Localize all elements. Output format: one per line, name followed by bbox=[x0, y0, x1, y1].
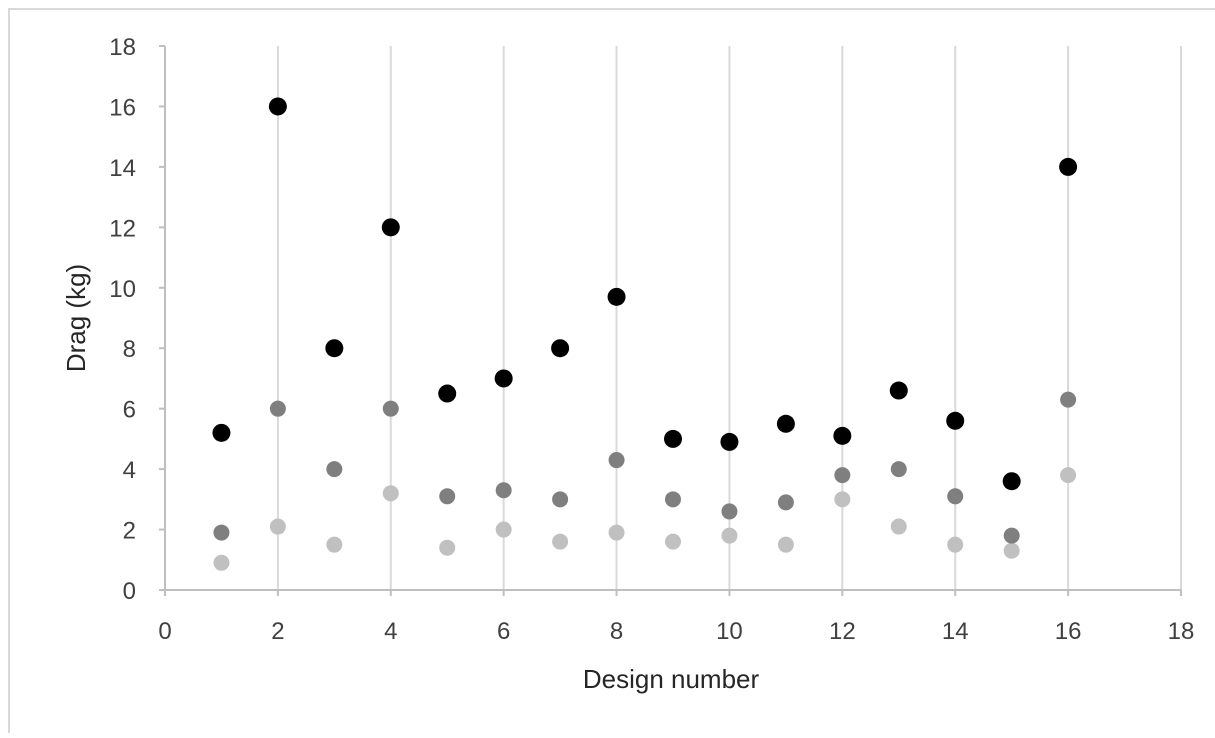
data-point-series-3 bbox=[608, 524, 625, 541]
y-tick-label: 0 bbox=[123, 578, 136, 605]
data-point-series-2 bbox=[326, 461, 343, 478]
y-tick-label: 8 bbox=[123, 336, 136, 363]
data-point-series-3 bbox=[1060, 467, 1077, 484]
y-tick-label: 18 bbox=[109, 34, 136, 61]
x-tick-label: 18 bbox=[1168, 618, 1195, 645]
data-point-series-3 bbox=[269, 518, 286, 535]
data-point-series-2 bbox=[269, 400, 286, 417]
y-tick-label: 10 bbox=[109, 276, 136, 303]
x-tick-label: 0 bbox=[158, 618, 171, 645]
data-point-series-2 bbox=[890, 461, 907, 478]
x-tick-label: 6 bbox=[497, 618, 510, 645]
x-tick-label: 14 bbox=[942, 618, 969, 645]
data-point-series-2 bbox=[1003, 527, 1020, 544]
data-point-series-3 bbox=[890, 518, 907, 535]
data-point-series-3 bbox=[552, 533, 569, 550]
data-point-series-3 bbox=[721, 527, 738, 544]
data-point-series-1 bbox=[607, 287, 626, 306]
data-point-series-1 bbox=[551, 339, 570, 358]
data-point-series-1 bbox=[438, 384, 457, 403]
data-point-series-3 bbox=[213, 554, 230, 571]
y-tick-label: 4 bbox=[123, 457, 136, 484]
data-point-series-3 bbox=[439, 539, 456, 556]
data-point-series-1 bbox=[1002, 472, 1021, 491]
x-tick-label: 2 bbox=[271, 618, 284, 645]
data-point-series-3 bbox=[1003, 542, 1020, 559]
y-tick-label: 16 bbox=[109, 94, 136, 121]
data-point-series-2 bbox=[721, 503, 738, 520]
data-point-series-1 bbox=[268, 97, 287, 116]
x-tick-label: 4 bbox=[384, 618, 397, 645]
data-point-series-2 bbox=[777, 494, 794, 511]
data-point-series-2 bbox=[1060, 391, 1077, 408]
x-axis-ticks: 0 2 4 6 8 10 12 14 16 18 bbox=[158, 590, 1194, 645]
data-point-series-2 bbox=[382, 400, 399, 417]
data-points bbox=[212, 97, 1078, 571]
data-point-series-3 bbox=[495, 521, 512, 538]
y-tick-label: 12 bbox=[109, 215, 136, 242]
data-point-series-1 bbox=[720, 432, 739, 451]
data-point-series-3 bbox=[947, 536, 964, 553]
vertical-gridlines bbox=[276, 46, 1182, 590]
data-point-series-1 bbox=[325, 339, 344, 358]
data-point-series-1 bbox=[776, 414, 795, 433]
x-tick-label: 12 bbox=[829, 618, 856, 645]
data-point-series-3 bbox=[777, 536, 794, 553]
data-point-series-2 bbox=[834, 467, 851, 484]
data-point-series-1 bbox=[212, 423, 231, 442]
data-point-series-1 bbox=[1059, 157, 1078, 176]
data-point-series-2 bbox=[495, 482, 512, 499]
data-point-series-1 bbox=[946, 411, 965, 430]
data-point-series-1 bbox=[381, 218, 400, 237]
data-point-series-2 bbox=[665, 491, 681, 508]
data-point-series-2 bbox=[439, 488, 456, 505]
y-axis-title: Drag (kg) bbox=[61, 264, 91, 372]
data-point-series-3 bbox=[382, 485, 399, 502]
axes bbox=[164, 46, 1181, 591]
y-tick-label: 14 bbox=[109, 155, 136, 182]
data-point-series-3 bbox=[326, 536, 343, 553]
y-tick-label: 6 bbox=[123, 397, 136, 424]
data-point-series-1 bbox=[494, 369, 513, 388]
data-point-series-3 bbox=[665, 533, 681, 550]
data-point-series-1 bbox=[889, 381, 908, 400]
data-point-series-1 bbox=[664, 429, 682, 448]
data-point-series-1 bbox=[833, 426, 852, 445]
y-axis-ticks: 0 2 4 6 8 10 12 14 16 18 bbox=[109, 34, 165, 605]
x-tick-label: 10 bbox=[716, 618, 743, 645]
x-axis-title: Design number bbox=[583, 664, 760, 694]
x-tick-label: 16 bbox=[1055, 618, 1082, 645]
data-point-series-2 bbox=[552, 491, 569, 508]
data-point-series-2 bbox=[608, 452, 625, 469]
data-point-series-2 bbox=[947, 488, 964, 505]
y-tick-label: 2 bbox=[123, 518, 136, 545]
x-tick-label: 8 bbox=[610, 618, 623, 645]
data-point-series-2 bbox=[213, 524, 230, 541]
data-point-series-3 bbox=[834, 491, 851, 508]
